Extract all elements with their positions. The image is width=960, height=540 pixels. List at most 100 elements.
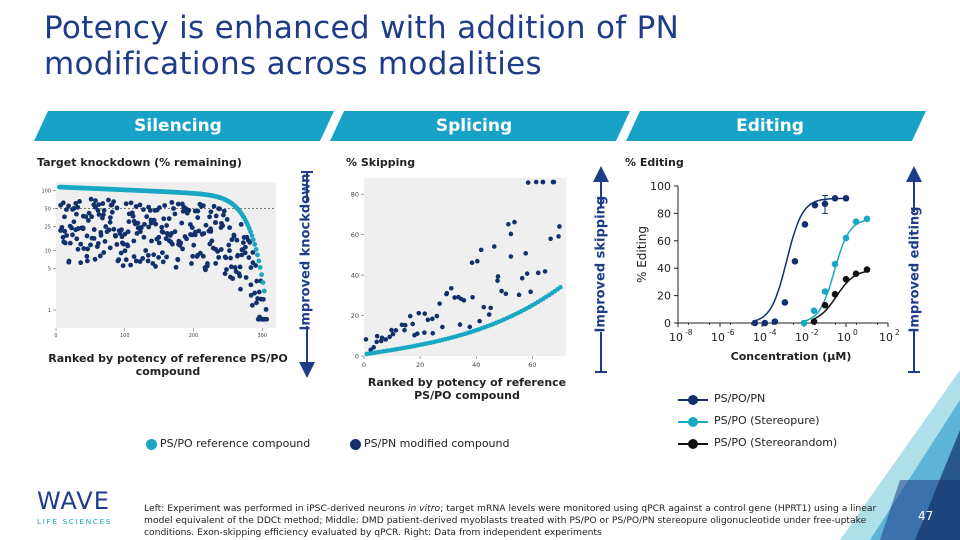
wave-logo: WAVE LIFE SCIENCES <box>37 488 129 532</box>
splicing-modified-point <box>434 313 440 319</box>
editing-ytick-label: 20 <box>657 290 671 303</box>
silencing-modified-point <box>123 257 129 263</box>
splicing-chart: 0 20 40 60 80 0 20 40 60 <box>351 178 566 369</box>
silencing-modified-point <box>223 255 229 261</box>
editing-side-label: Improved editing <box>907 206 923 333</box>
silencing-modified-point <box>131 238 137 244</box>
legend-reference-dot <box>146 439 157 450</box>
splicing-modified-point <box>548 236 553 242</box>
legend-item-stereorandom: PS/PO (Stereorandom) <box>676 434 876 456</box>
splicing-reference-point <box>558 284 563 290</box>
editing-point-0 <box>801 221 809 228</box>
banner-splicing: Splicing <box>330 111 630 141</box>
silencing-modified-point <box>84 253 90 259</box>
splicing-modified-point <box>402 327 407 333</box>
splicing-modified-point <box>495 274 501 279</box>
editing-point-0 <box>842 195 850 202</box>
silencing-modified-point <box>215 248 220 254</box>
silencing-modified-point <box>235 253 240 259</box>
silencing-reference-point <box>260 280 266 285</box>
editing-point-1 <box>852 218 860 225</box>
silencing-ytick-label: 50 <box>45 207 51 213</box>
silencing-ytick-label: 25 <box>45 225 51 231</box>
silencing-modified-point <box>128 262 134 268</box>
silencing-modified-point <box>173 264 179 270</box>
silencing-modified-point <box>169 200 175 205</box>
splicing-modified-point <box>528 289 533 295</box>
silencing-reference-point <box>253 247 259 252</box>
silencing-modified-point <box>254 278 260 284</box>
silencing-modified-point <box>93 198 98 203</box>
silencing-modified-point <box>190 253 196 259</box>
splicing-modified-point <box>499 288 504 294</box>
splicing-modified-point <box>383 337 388 342</box>
silencing-modified-point <box>240 240 246 246</box>
editing-point-0 <box>751 319 759 327</box>
editing-ytick-label: 0 <box>664 317 671 330</box>
silencing-modified-point <box>66 259 72 265</box>
silencing-modified-point <box>92 256 98 262</box>
editing-xtick-label: 10 <box>753 331 767 344</box>
silencing-modified-point <box>213 220 219 226</box>
logo-wordmark: WAVE <box>37 487 110 515</box>
splicing-modified-point <box>457 322 463 327</box>
silencing-modified-point <box>166 216 172 222</box>
silencing-modified-point <box>156 240 162 246</box>
silencing-modified-point <box>205 261 210 266</box>
silencing-modified-point <box>231 234 237 239</box>
silencing-modified-point <box>120 263 126 269</box>
silencing-modified-point <box>140 255 146 261</box>
splicing-modified-point <box>363 337 369 342</box>
silencing-modified-point <box>218 247 224 252</box>
silencing-modified-point <box>248 265 254 270</box>
splicing-modified-point <box>475 258 480 264</box>
editing-point-0 <box>761 319 769 327</box>
footnote-part-a: Left: Experiment was performed in iPSC-d… <box>144 503 408 514</box>
silencing-modified-point <box>60 200 66 206</box>
silencing-modified-point <box>143 248 149 253</box>
editing-xtick-label: 10 <box>669 331 683 344</box>
silencing-caption: Ranked by potency of reference PS/PO com… <box>48 352 288 378</box>
silencing-modified-point <box>250 250 256 255</box>
silencing-modified-point <box>203 222 209 228</box>
silencing-modified-point <box>242 244 248 250</box>
silencing-modified-point <box>156 234 162 240</box>
banner-silencing-shape <box>34 111 334 141</box>
silencing-modified-point <box>189 261 194 266</box>
splicing-modified-point <box>540 179 546 185</box>
silencing-modified-point <box>135 220 141 226</box>
editing-point-0 <box>771 318 779 325</box>
footnote-part-b: in vitro <box>407 503 441 514</box>
silencing-modified-point <box>141 234 147 240</box>
editing-xtick-exponent: -8 <box>685 328 693 337</box>
editing-point-1 <box>821 288 829 295</box>
silencing-modified-point <box>208 209 214 215</box>
silencing-modified-point <box>232 265 238 270</box>
silencing-modified-point <box>253 263 259 268</box>
scatter-legend: PS/PO reference compound PS/PN modified … <box>146 437 566 453</box>
splicing-modified-point <box>379 335 385 341</box>
splicing-ytick-label: 20 <box>351 312 359 320</box>
splicing-modified-point <box>512 219 517 225</box>
legend-item-stereopure: PS/PO (Stereopure) <box>676 412 876 434</box>
silencing-modified-point <box>260 296 266 302</box>
splicing-modified-point <box>488 305 493 311</box>
silencing-modified-point <box>114 242 120 247</box>
silencing-modified-point <box>256 289 262 295</box>
silencing-modified-point <box>71 219 77 225</box>
page-title: Potency is enhanced with addition of PN … <box>44 10 680 82</box>
silencing-modified-point <box>107 245 113 251</box>
silencing-modified-point <box>238 221 244 227</box>
editing-point-0 <box>831 195 839 202</box>
silencing-modified-point <box>201 231 207 236</box>
splicing-modified-point <box>542 269 548 274</box>
splicing-modified-point <box>430 330 436 336</box>
silencing-modified-point <box>230 276 236 281</box>
silencing-modified-point <box>220 223 226 229</box>
silencing-modified-point <box>85 246 90 252</box>
silencing-modified-point <box>86 210 92 216</box>
silencing-modified-point <box>97 253 103 259</box>
silencing-modified-point <box>172 229 178 235</box>
silencing-modified-point <box>73 201 79 206</box>
silencing-modified-point <box>100 201 106 206</box>
